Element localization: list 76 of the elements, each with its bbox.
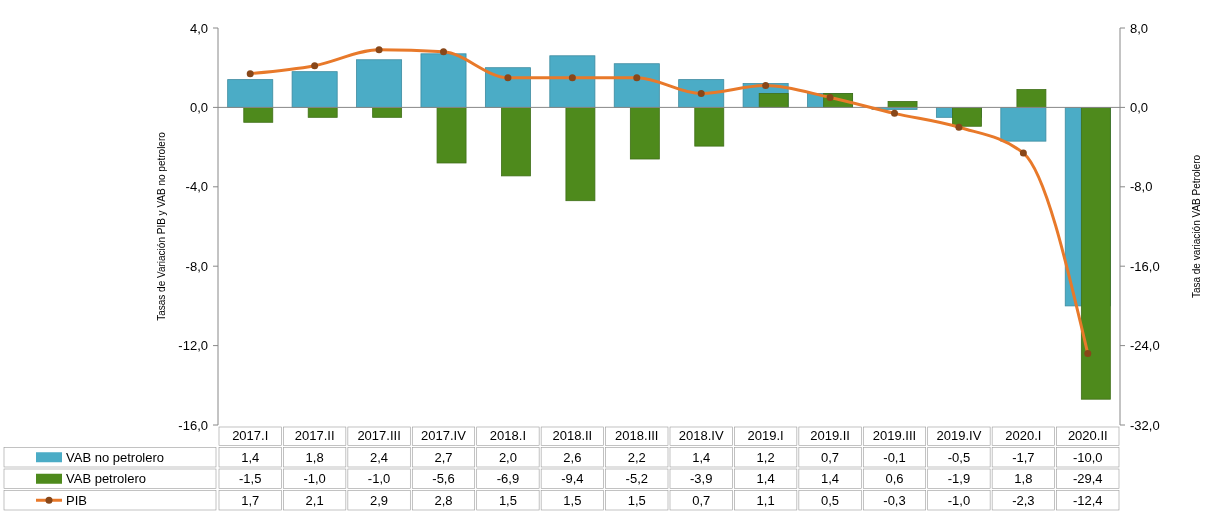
y2-tick-label: -32,0 (1130, 417, 1160, 433)
data-label: -1,0 (303, 471, 326, 487)
data-label: -5,2 (625, 471, 648, 487)
x-tick-label: 2020.I (1005, 428, 1042, 444)
data-label: 2,4 (370, 449, 389, 465)
data-label: 0,6 (885, 471, 904, 487)
data-label: 2,7 (434, 449, 453, 465)
data-label: 1,8 (1014, 471, 1033, 487)
y2-tick-label: -16,0 (1130, 258, 1160, 274)
data-label: 1,5 (563, 492, 582, 508)
data-label: -5,6 (432, 471, 455, 487)
data-label: -6,9 (496, 471, 520, 487)
x-tick-label: 2018.I (489, 428, 527, 444)
legend-label: VAB petrolero (66, 471, 146, 487)
data-label: -29,4 (1072, 471, 1103, 487)
data-label: 1,2 (756, 449, 775, 465)
data-label: 2,2 (627, 449, 646, 465)
data-label: -2,3 (1012, 492, 1035, 508)
data-label: -1,0 (367, 471, 391, 487)
data-label: 2,0 (498, 449, 517, 465)
data-label: 1,4 (692, 449, 711, 465)
legend-label: PIB (66, 492, 87, 508)
data-label: 1,4 (821, 471, 840, 487)
x-tick-label: 2019.III (872, 428, 917, 444)
data-label: 1,5 (627, 492, 646, 508)
bar (307, 107, 338, 118)
data-label: 2,1 (305, 492, 324, 508)
data-label: 0,7 (692, 492, 711, 508)
data-label: -1,9 (947, 471, 971, 487)
data-label: 2,6 (563, 449, 582, 465)
x-tick-label: 2018.III (615, 428, 659, 444)
y-tick-label: 0,0 (189, 99, 208, 115)
data-label: -1,7 (1012, 449, 1035, 465)
data-label: -3,9 (690, 471, 713, 487)
y2-tick-label: -24,0 (1130, 338, 1160, 354)
y-tick-label: -16,0 (178, 417, 208, 433)
x-tick-label: 2018.II (552, 428, 593, 444)
data-label: 1,8 (305, 449, 324, 465)
x-tick-label: 2019.I (747, 428, 784, 444)
x-tick-label: 2020.II (1067, 428, 1108, 444)
data-label: 0,5 (821, 492, 840, 508)
data-label: -12,4 (1072, 492, 1103, 508)
data-label: 1,4 (756, 471, 775, 487)
data-label: -1,5 (239, 471, 262, 487)
data-label: -0,3 (883, 492, 906, 508)
data-label: 1,5 (498, 492, 517, 508)
y2-tick-label: 0,0 (1130, 99, 1149, 115)
bar (758, 93, 789, 108)
data-label: -9,4 (561, 471, 584, 487)
x-tick-label: 2017.III (357, 428, 401, 444)
data-label: 2,8 (434, 492, 453, 508)
y2-tick-label: -8,0 (1130, 179, 1153, 195)
x-tick-label: 2018.IV (678, 428, 724, 444)
x-tick-label: 2019.II (810, 428, 850, 444)
x-tick-label: 2017.II (294, 428, 335, 444)
y2-axis-title: Tasa de variación VAB Petrolero (1191, 154, 1202, 299)
y-axis-title: Tasas de Variación PIB y VAB no petrolero (156, 131, 167, 321)
data-label: -0,5 (947, 449, 971, 465)
data-label: -0,1 (883, 449, 906, 465)
y-tick-label: -12,0 (178, 338, 208, 354)
data-label: -1,0 (947, 492, 971, 508)
data-label: 0,7 (821, 449, 840, 465)
x-tick-label: 2017.IV (421, 428, 467, 444)
data-label: 2,9 (370, 492, 389, 508)
x-tick-label: 2017.I (232, 428, 269, 444)
data-label: 1,1 (756, 492, 775, 508)
y-tick-label: 4,0 (189, 20, 208, 36)
y-tick-label: -4,0 (185, 179, 208, 195)
y2-tick-label: 8,0 (1130, 20, 1149, 36)
data-label: 1,4 (241, 449, 260, 465)
data-label: -10,0 (1072, 449, 1103, 465)
bar (372, 107, 403, 118)
legend-label: VAB no petrolero (66, 449, 165, 465)
data-label: 1,7 (241, 492, 260, 508)
x-tick-label: 2019.IV (936, 428, 982, 444)
y-tick-label: -8,0 (185, 258, 208, 274)
